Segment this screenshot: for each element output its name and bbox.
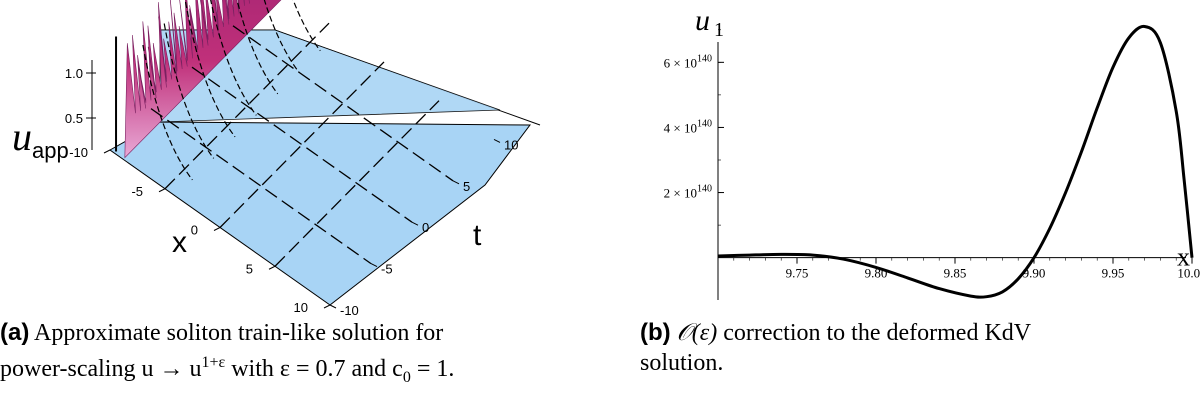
x-tick-label: 10 <box>294 300 308 315</box>
caption-a: (a) Approximate soliton train-like solut… <box>0 318 560 393</box>
t-tick-mark <box>329 304 337 309</box>
x-tick-label: 9.85 <box>944 266 967 281</box>
panel-a-surface-plot: 1.0 0.5 uapp -10 -5 0 5 10 x 10 5 0 -5 -10 t (a)… <box>0 0 560 400</box>
t-tick-label: -10 <box>340 303 359 318</box>
surface-base-plane <box>109 121 531 306</box>
x-tick-mark <box>323 304 331 309</box>
x-axis-ticks: -10 -5 0 5 10 <box>69 145 331 315</box>
y-tick-label: 2 × 10140 <box>664 184 712 201</box>
series-line-u1 <box>717 24 1194 299</box>
t-tick-mark <box>493 138 501 143</box>
z-axis-label: uapp <box>12 114 69 163</box>
z-tick-05: 0.5 <box>65 111 83 126</box>
axes <box>717 42 1186 300</box>
y-axis-ticks: 2 × 10140 4 × 10140 6 × 10140 <box>664 29 724 226</box>
x-tick-label: 10.00 <box>1177 266 1200 281</box>
t-tick-mark <box>411 221 419 226</box>
caption-a-line2-post: with ε = 0.7 and c <box>225 356 403 382</box>
caption-b-tag: (b) <box>640 319 671 346</box>
t-tick-label: -5 <box>381 262 393 277</box>
surface-plot: 1.0 0.5 uapp -10 -5 0 5 10 x 10 5 0 -5 -10 t <box>12 0 541 318</box>
y-axis-label-main: u <box>695 4 710 37</box>
x-tick-label: 9.90 <box>1023 266 1046 281</box>
x-tick-label: 0 <box>191 223 198 238</box>
t-tick-mark <box>452 180 460 185</box>
x-tick-label: 9.75 <box>786 266 809 281</box>
soliton-curve <box>210 0 257 116</box>
x-tick-label: -10 <box>69 145 88 160</box>
caption-a-line2-end: = 1. <box>410 356 455 382</box>
caption-b-line2: solution. <box>640 350 724 376</box>
z-axis: 1.0 0.5 <box>65 60 96 150</box>
x-tick-label: -5 <box>131 184 143 199</box>
t-axis-label: t <box>473 219 482 252</box>
x-axis-label: x <box>172 226 187 259</box>
x-tick-mark <box>268 265 276 270</box>
x-tick-label: 9.95 <box>1102 266 1125 281</box>
caption-a-sup: 1+ε <box>201 354 226 371</box>
t-tick-mark <box>370 263 378 268</box>
caption-b: (b) 𝒪(ε) correction to the deformed KdV … <box>640 318 1200 378</box>
caption-a-line2-pre: power-scaling u → u <box>0 356 202 382</box>
mesh-line-t <box>191 66 413 223</box>
x-tick-label: 5 <box>246 261 253 276</box>
soliton-curve <box>263 0 300 73</box>
caption-b-line1: correction to the deformed KdV <box>717 320 1032 346</box>
surface-mesh-lines <box>150 22 454 267</box>
y-tick-label: 4 × 10140 <box>664 118 712 135</box>
z-tick-1: 1.0 <box>65 66 83 81</box>
caption-a-sub: 0 <box>402 368 411 386</box>
z-axis-label-main: u <box>12 114 32 159</box>
soliton-ridge <box>124 0 282 159</box>
caption-a-line1: Approximate soliton train-like solution … <box>34 320 444 346</box>
soliton-peaks <box>115 0 321 181</box>
caption-a-tag: (a) <box>0 319 30 346</box>
t-axis-ticks: 10 5 0 -5 -10 <box>329 137 518 318</box>
z-axis-label-sub: app <box>32 138 69 163</box>
caption-b-symbol: 𝒪(ε) <box>676 320 718 346</box>
t-tick-label: 5 <box>463 179 470 194</box>
x-tick-mark <box>158 188 166 193</box>
y-axis-label-sub: 1 <box>714 19 724 41</box>
t-tick-label: 0 <box>422 220 429 235</box>
mesh-line-t <box>232 25 454 182</box>
y-tick-label: 6 × 10140 <box>664 53 712 70</box>
x-tick-mark <box>213 227 221 231</box>
t-tick-label: 10 <box>504 137 518 152</box>
mesh-line-t <box>150 108 372 265</box>
x-tick-mark <box>103 149 111 154</box>
x-axis-label: x <box>1177 243 1190 272</box>
